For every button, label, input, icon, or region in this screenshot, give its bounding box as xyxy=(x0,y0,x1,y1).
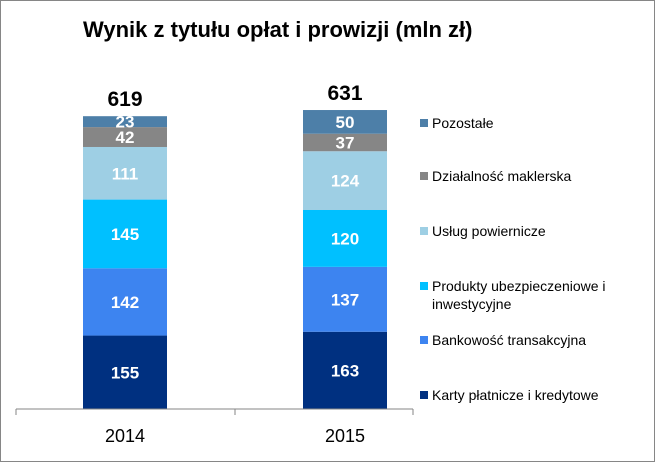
x-axis: 2014 2015 xyxy=(15,408,414,446)
legend-label: Produkty ubezpieczeniowe i inwestycyjne xyxy=(432,278,606,312)
bar-segment xyxy=(83,268,167,336)
bar-segment xyxy=(83,146,167,200)
legend-swatch xyxy=(420,282,428,290)
legend-swatch xyxy=(420,391,428,399)
bar-data-label: 120 xyxy=(331,229,359,248)
bar-data-label: 142 xyxy=(111,293,139,312)
bar-data-label: 23 xyxy=(116,113,135,132)
bar-data-label: 163 xyxy=(331,361,359,380)
bar-data-label: 50 xyxy=(336,113,355,132)
legend-label: Działalność maklerska xyxy=(432,168,571,184)
legend: Pozostałe Działalność maklerska Usług powi… xyxy=(420,115,606,403)
bar-segment xyxy=(303,133,387,152)
bar-data-label: 137 xyxy=(331,290,359,309)
legend-swatch xyxy=(420,336,428,344)
bar-total-label: 631 xyxy=(327,82,362,105)
bar-segment xyxy=(303,110,387,134)
bar-segment xyxy=(303,210,387,267)
legend-label: Pozostałe xyxy=(432,115,494,131)
legend-swatch xyxy=(420,172,428,180)
legend-label: Karty płatnicze i kredytowe xyxy=(432,387,599,403)
bar-segment xyxy=(83,199,167,269)
bar-data-label: 42 xyxy=(116,128,135,147)
x-tick-label: 2015 xyxy=(325,426,365,446)
bar-data-label: 111 xyxy=(112,164,139,183)
bar-data-label: 155 xyxy=(111,363,139,382)
x-tick-label: 2014 xyxy=(105,426,145,446)
bar-segment xyxy=(303,331,387,409)
bar-segment xyxy=(303,151,387,211)
chart-title: Wynik z tytułu opłat i prowizji (mln zł) xyxy=(83,17,472,42)
bar-segment xyxy=(83,127,167,147)
bar-segment xyxy=(303,266,387,332)
bar-data-label: 124 xyxy=(331,172,360,191)
bar-data-label: 145 xyxy=(111,225,139,244)
bar-total-label: 619 xyxy=(107,88,142,111)
bar-segment xyxy=(83,335,167,409)
legend-swatch xyxy=(420,119,428,127)
bar-segment xyxy=(83,116,167,128)
legend-label: Usług powiernicze xyxy=(432,223,546,239)
legend-swatch xyxy=(420,227,428,235)
legend-label: Bankowość transakcyjna xyxy=(432,332,586,348)
bar-data-label: 37 xyxy=(336,133,355,152)
